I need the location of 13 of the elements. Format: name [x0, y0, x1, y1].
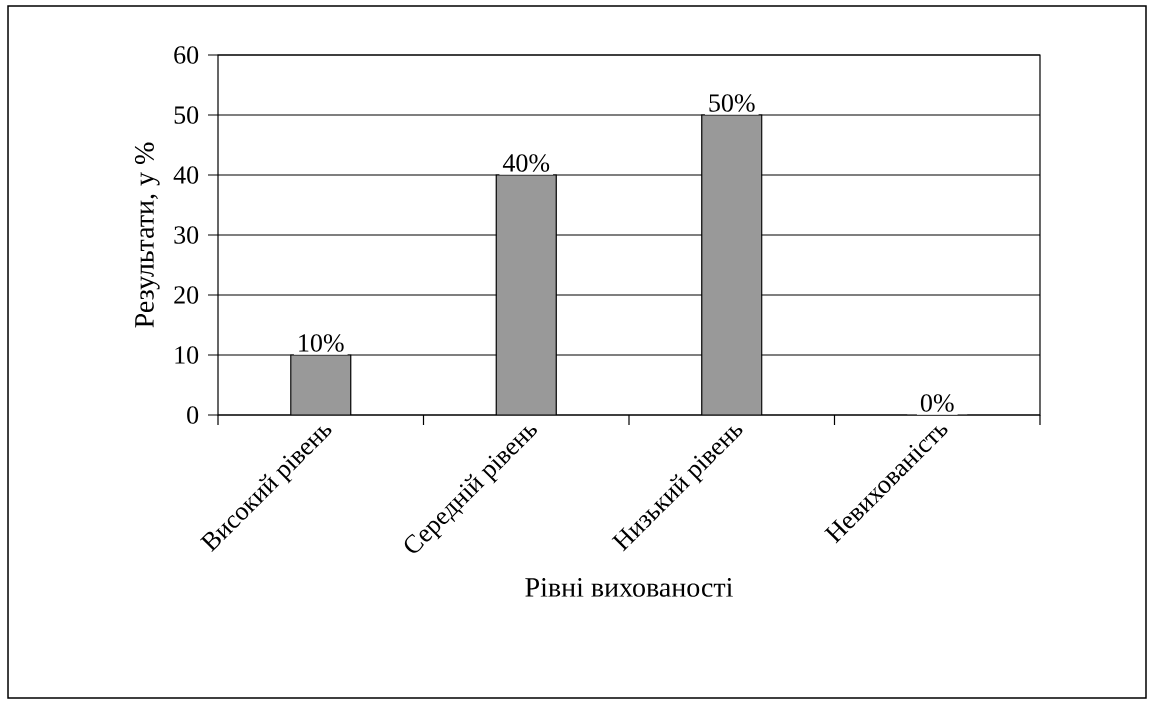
- x-axis-title: Рівні вихованості: [525, 578, 733, 597]
- y-axis-title: Результати, у %: [134, 142, 160, 328]
- y-tick-label: 40: [173, 166, 199, 184]
- y-tick-label: 60: [174, 46, 199, 64]
- data-label: 40%: [502, 154, 550, 172]
- data-label: 50%: [709, 94, 755, 112]
- data-label: 0%: [920, 394, 954, 412]
- data-label: 10%: [299, 334, 344, 352]
- y-tick-label: 10: [175, 346, 199, 364]
- y-tick-label: 50: [174, 106, 199, 124]
- y-tick-label: 30: [174, 226, 199, 244]
- y-tick-label: 20: [174, 286, 199, 304]
- y-tick-label: 0: [187, 406, 199, 424]
